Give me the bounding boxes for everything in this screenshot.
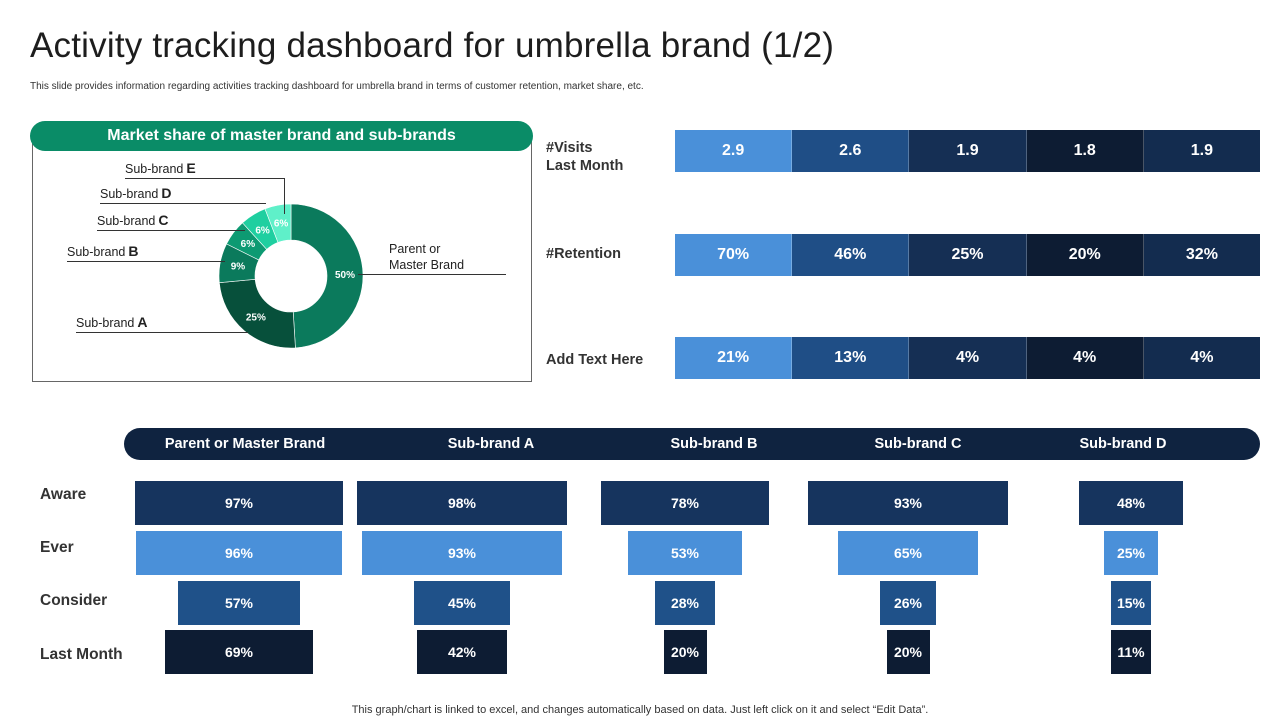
funnel-header-label: Sub-brand D: [1079, 436, 1167, 452]
callout-letter: D: [161, 185, 172, 201]
donut-panel: [32, 136, 532, 382]
funnel-bar-ever: 96%: [135, 531, 343, 575]
callout-prefix: Sub-brand: [125, 162, 184, 176]
metric-cell: 46%: [792, 234, 910, 276]
funnel-bar-consider: 57%: [177, 581, 301, 625]
metric-cell: 1.9: [1143, 130, 1261, 172]
leader-line: [67, 261, 225, 262]
metric-cell: 20%: [1026, 234, 1144, 276]
callout-sub-brand-a: Sub-brand A: [76, 314, 148, 330]
metric-cell: 4%: [1026, 337, 1144, 379]
stage-label-ever: Ever: [40, 539, 74, 556]
metric-strip-visits: 2.9 2.6 1.9 1.8 1.9: [675, 130, 1261, 172]
funnel-bar-last-month: 11%: [1111, 630, 1151, 674]
page-subtitle: This slide provides information regardin…: [30, 81, 644, 92]
stage-label-last-month: Last Month: [40, 646, 123, 663]
callout-parent-line1: Parent or: [389, 242, 441, 256]
row-label-visits: #Visits Last Month: [546, 139, 623, 175]
footer-note: This graph/chart is linked to excel, and…: [351, 704, 929, 716]
row-label-add-text: Add Text Here: [546, 351, 643, 369]
funnel-bar-ever: 65%: [838, 531, 978, 575]
funnel-bar-consider: 15%: [1111, 581, 1151, 625]
stage-label-consider: Consider: [40, 592, 108, 609]
funnel-bar-consider: 45%: [413, 581, 511, 625]
funnel-bar-consider: 28%: [654, 581, 716, 625]
funnel-bar-aware: 48%: [1079, 481, 1183, 525]
metric-cell: 1.9: [909, 130, 1027, 172]
stage-label-aware: Aware: [40, 486, 87, 503]
page-title: Activity tracking dashboard for umbrella…: [30, 26, 835, 65]
funnel-bar-aware: 93%: [808, 481, 1008, 525]
leader-line: [100, 203, 266, 204]
metric-cell: 2.9: [675, 130, 793, 172]
donut-slice-label: 6%: [255, 226, 270, 237]
funnel-bar-ever: 53%: [628, 531, 742, 575]
funnel-bar-last-month: 69%: [164, 630, 314, 674]
callout-prefix: Sub-brand: [100, 187, 159, 201]
callout-sub-brand-e: Sub-brand E: [125, 160, 196, 176]
callout-prefix: Sub-brand: [67, 245, 126, 259]
funnel-bar-ever: 93%: [362, 531, 562, 575]
donut-header: Market share of master brand and sub-bra…: [30, 121, 533, 151]
metric-cell: 2.6: [792, 130, 910, 172]
callout-letter: E: [186, 160, 196, 176]
funnel-header-label: Sub-brand C: [874, 436, 962, 452]
row-label-line1: Add Text Here: [546, 352, 644, 368]
metric-strip-add-text: 21% 13% 4% 4% 4%: [675, 337, 1261, 379]
leader-line: [97, 230, 245, 231]
metric-cell: 1.8: [1026, 130, 1144, 172]
funnel-bar-aware: 97%: [134, 481, 344, 525]
leader-line: [358, 274, 506, 275]
donut-slice-label: 50%: [335, 270, 355, 281]
funnel-bar-last-month: 20%: [663, 630, 707, 674]
funnel-header-label: Parent or Master Brand: [164, 436, 326, 452]
metric-strip-retention: 70% 46% 25% 20% 32%: [675, 234, 1261, 276]
metric-cell: 70%: [675, 234, 793, 276]
callout-parent-line2: Master Brand: [389, 258, 465, 272]
funnel-header-label: Sub-brand A: [447, 436, 535, 452]
callout-sub-brand-c: Sub-brand C: [97, 212, 169, 228]
row-label-line1: #Retention: [546, 246, 621, 262]
leader-line: [76, 332, 248, 333]
funnel-header-label: Sub-brand B: [670, 436, 758, 452]
metric-cell: 4%: [1143, 337, 1261, 379]
row-label-line1: #Visits: [546, 140, 593, 156]
donut-slice-label: 25%: [246, 313, 266, 324]
funnel-header: [124, 428, 1260, 460]
callout-letter: A: [137, 314, 148, 330]
callout-letter: C: [158, 212, 169, 228]
funnel-bar-last-month: 20%: [886, 630, 930, 674]
funnel-bar-last-month: 42%: [416, 630, 508, 674]
callout-sub-brand-d: Sub-brand D: [100, 185, 172, 201]
metric-cell: 32%: [1143, 234, 1261, 276]
metric-cell: 13%: [792, 337, 910, 379]
donut-slice-label: 6%: [241, 239, 256, 250]
funnel-bar-consider: 26%: [880, 581, 936, 625]
leader-line: [125, 178, 285, 179]
callout-parent-brand: Parent or Master Brand: [389, 241, 464, 273]
row-label-line2: Last Month: [546, 158, 624, 174]
donut-slice-parent-or-master-brand[interactable]: [290, 203, 364, 349]
callout-prefix: Sub-brand: [76, 316, 135, 330]
metric-cell: 25%: [909, 234, 1027, 276]
callout-prefix: Sub-brand: [97, 214, 156, 228]
metric-cell: 4%: [909, 337, 1027, 379]
leader-line: [284, 178, 285, 214]
funnel-bar-aware: 78%: [601, 481, 769, 525]
callout-letter: B: [128, 243, 139, 259]
donut-slice-label: 9%: [231, 262, 246, 273]
row-label-retention: #Retention: [546, 245, 621, 263]
donut-slice-label: 6%: [274, 218, 289, 229]
metric-cell: 21%: [675, 337, 793, 379]
callout-sub-brand-b: Sub-brand B: [67, 243, 139, 259]
funnel-bar-ever: 25%: [1104, 531, 1158, 575]
funnel-bar-aware: 98%: [356, 481, 568, 525]
